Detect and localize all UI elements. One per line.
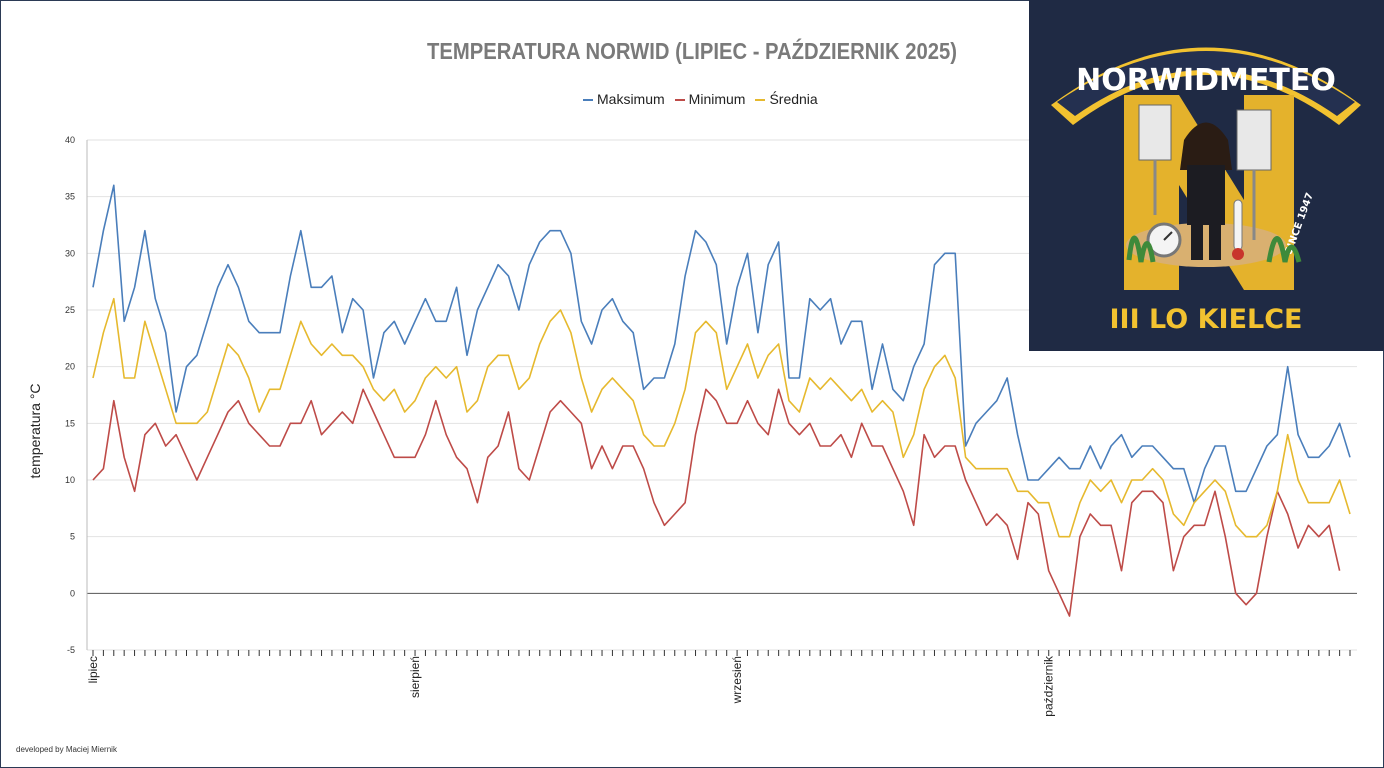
logo-bottom-text: III LO KIELCE xyxy=(1109,304,1302,335)
legend-swatch xyxy=(674,99,685,102)
y-tick-label: 0 xyxy=(70,588,75,598)
series-line-minimum xyxy=(92,388,1341,617)
y-tick-label: -5 xyxy=(67,645,75,655)
legend-label: Minimum xyxy=(688,91,746,107)
y-tick-label: 15 xyxy=(65,418,75,428)
y-tick-label: 40 xyxy=(65,135,75,145)
y-tick-label: 30 xyxy=(65,248,75,258)
logo-top-text: NORWIDMETEO xyxy=(1076,63,1336,98)
legend-item: Średnia xyxy=(755,91,818,107)
norwidmeteo-logo: NORWIDMETEO SINCE 1947 III LO KIELCE xyxy=(1029,0,1384,351)
chart-legend: Maksimum Minimum Średnia xyxy=(583,91,828,107)
legend-item: Maksimum xyxy=(583,91,665,107)
x-month-label: sierpień xyxy=(408,656,422,698)
y-tick-label: 35 xyxy=(65,192,75,202)
footer-credit: developed by Maciej Miernik xyxy=(16,745,117,754)
series-line-maksimum xyxy=(92,184,1351,504)
series-line-średnia xyxy=(92,297,1351,538)
legend-label: Maksimum xyxy=(597,91,665,107)
y-tick-label: 5 xyxy=(70,532,75,542)
y-tick-label: 10 xyxy=(65,475,75,485)
x-month-label: wrzesień xyxy=(730,656,744,704)
y-axis-title: temperatura °C xyxy=(27,383,43,478)
y-tick-label: 20 xyxy=(65,362,75,372)
x-month-label: październik xyxy=(1042,655,1056,717)
legend-swatch xyxy=(755,99,766,102)
y-tick-label: 25 xyxy=(65,305,75,315)
legend-label: Średnia xyxy=(769,91,818,107)
x-month-label: lipiec xyxy=(86,656,100,683)
legend-item: Minimum xyxy=(674,91,746,107)
legend-swatch xyxy=(583,99,593,102)
chart-title: TEMPERATURA NORWID (LIPIEC - PAŹDZIERNIK… xyxy=(426,38,958,64)
